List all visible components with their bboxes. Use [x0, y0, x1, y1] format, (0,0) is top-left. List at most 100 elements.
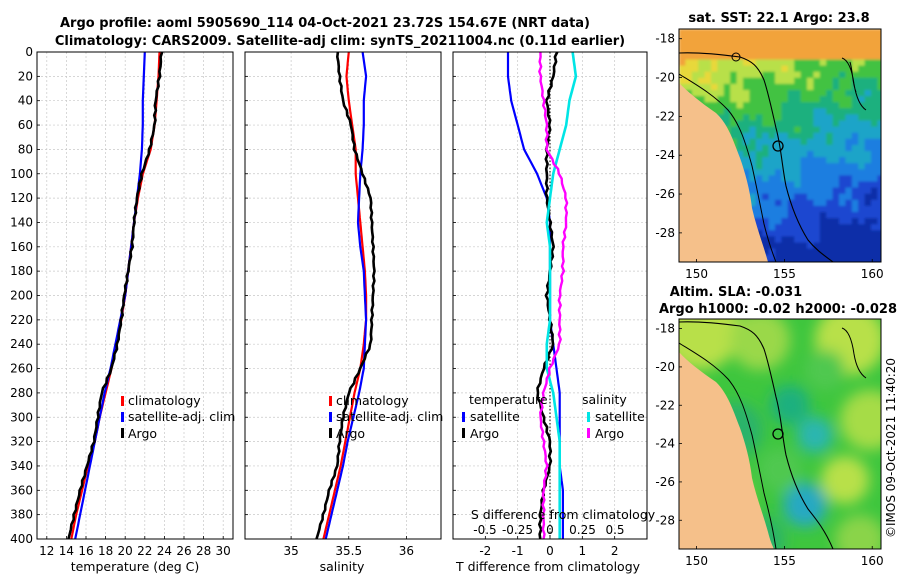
sst-cell — [819, 144, 827, 152]
sst-cell — [871, 77, 878, 85]
sla-blob-5 — [797, 417, 833, 453]
salinity-ticks: 35 35.5 36 — [245, 51, 414, 558]
sst-cell — [858, 59, 866, 67]
sst-cell — [871, 193, 878, 201]
sst-cell — [877, 151, 881, 158]
sst-cell — [832, 236, 840, 243]
legend-swatch-satellite-adj — [121, 412, 124, 422]
sst-cell — [877, 41, 881, 48]
sst-cell — [851, 35, 859, 42]
salinity-panel: 35 35.5 36 salinity climatology satellite-… — [244, 51, 443, 574]
sst-cell — [762, 102, 770, 109]
sst-cell — [839, 254, 846, 262]
sst-cell — [749, 90, 757, 97]
salinity-xlabel: salinity — [320, 559, 365, 574]
sst-cell — [723, 53, 731, 60]
sal-xtick-label-0: 35 — [283, 544, 298, 558]
sst-cell — [864, 175, 872, 182]
sst-cell — [794, 83, 802, 91]
sst-cell — [877, 53, 881, 60]
sst-cell — [787, 163, 795, 170]
sst-cell — [819, 230, 827, 237]
sst-cell — [794, 29, 802, 36]
sst-cell — [730, 90, 738, 97]
sst-cell — [800, 224, 808, 231]
sst-cell — [775, 71, 782, 79]
sst-cell — [736, 71, 744, 79]
sst-cell — [775, 138, 782, 146]
sst-cell — [864, 65, 872, 73]
sst-cell — [845, 35, 853, 42]
sst-cell — [794, 175, 802, 182]
sst-cell — [730, 47, 738, 54]
sst-cell — [775, 224, 782, 231]
sst-cell — [819, 218, 827, 225]
sst-cell — [839, 83, 846, 91]
sst-cell — [839, 126, 846, 134]
s-diff-tick-label-0: -0.5 — [473, 523, 496, 537]
sst-cell — [768, 90, 776, 97]
sst-cell — [858, 175, 866, 182]
legend-swatch-climatology-s — [329, 396, 332, 406]
sst-cell — [871, 138, 878, 146]
sst-cell — [775, 77, 782, 85]
sst-cell — [819, 120, 827, 128]
sst-cell — [762, 120, 770, 128]
sst-cell — [749, 163, 757, 170]
sst-cell — [871, 90, 878, 97]
sst-cell — [781, 59, 789, 67]
sst-cell — [871, 96, 878, 103]
sst-cell — [794, 187, 802, 195]
sst-cell — [743, 102, 750, 109]
sst-cell — [787, 212, 795, 219]
sst-cell — [723, 59, 731, 67]
sst-cell — [858, 212, 866, 219]
sst-cell — [839, 230, 846, 237]
sst-cell — [768, 254, 776, 262]
sst-cell — [807, 114, 814, 121]
sst-cell — [717, 65, 725, 73]
sst-cell — [736, 41, 744, 48]
sst-cell — [775, 151, 782, 158]
s-difference-xlabel: S difference from climatology — [471, 507, 656, 522]
sst-cell — [787, 218, 795, 225]
sst-cell — [807, 254, 814, 262]
sst-cell — [717, 96, 725, 103]
sst-cell — [839, 120, 846, 128]
sst-cell — [800, 138, 808, 146]
sst-cell — [755, 77, 763, 85]
temp-xtick-label-6: 24 — [157, 544, 172, 558]
sst-cell — [787, 108, 795, 115]
sst-cell — [839, 193, 846, 201]
sst-cell — [743, 120, 750, 128]
sst-cell — [839, 175, 846, 182]
sst-cell — [864, 157, 872, 164]
sst-cell — [851, 224, 859, 231]
sst-cell — [768, 169, 776, 176]
sst-cell — [832, 242, 840, 250]
sst-cell — [794, 151, 802, 158]
sst-cell — [819, 102, 827, 109]
sst-cell — [877, 102, 881, 109]
sst-cell — [813, 114, 821, 121]
sst-cell — [858, 108, 866, 115]
sst-cell — [839, 199, 846, 207]
sst-cell — [877, 65, 881, 73]
sst-cell — [775, 169, 782, 176]
sst-cell — [832, 187, 840, 195]
sla-blob-1 — [730, 319, 790, 370]
sst-cell — [768, 65, 776, 73]
sst-cell — [839, 47, 846, 54]
sst-cell — [800, 205, 808, 213]
sst-cell — [749, 205, 757, 213]
sst-cell — [787, 126, 795, 134]
sst-cell — [736, 65, 744, 73]
sst-cell — [762, 47, 770, 54]
sst-cell — [832, 151, 840, 158]
sst-cell — [730, 29, 738, 36]
sst-cell — [730, 35, 738, 42]
sst-cell — [794, 132, 802, 140]
sst-cell — [864, 29, 872, 36]
sst-cell — [871, 205, 878, 213]
sst-cell — [813, 236, 821, 243]
